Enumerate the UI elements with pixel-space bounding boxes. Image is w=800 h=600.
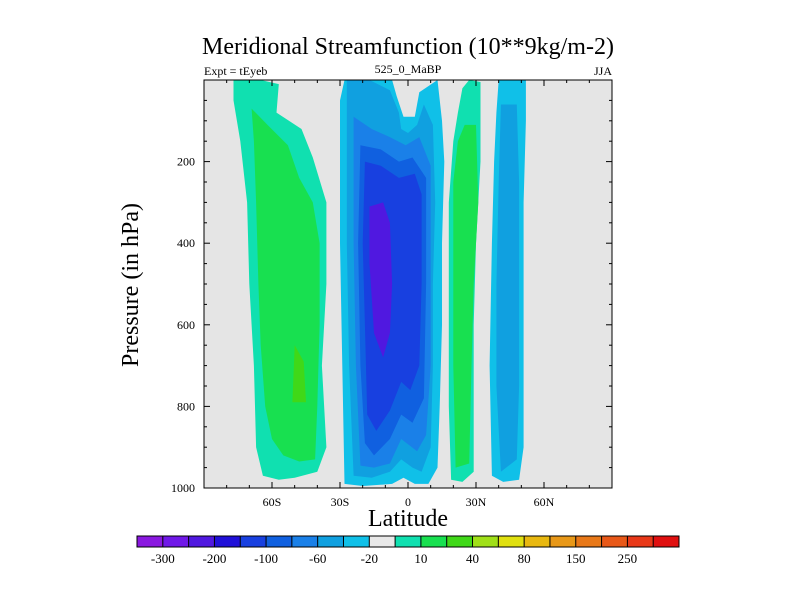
colorbar: -300 -200 -100 -60 -20 10 40 80 150 250 <box>136 535 680 566</box>
colorbar-swatch <box>137 536 164 547</box>
colorbar-label: 40 <box>466 551 479 566</box>
colorbar-swatch <box>343 536 370 547</box>
colorbar-swatch <box>369 536 396 547</box>
y-tick-label: 200 <box>177 155 195 169</box>
colorbar-swatch <box>188 536 215 547</box>
colorbar-swatch <box>240 536 267 547</box>
colorbar-swatch <box>395 536 422 547</box>
colorbar-label: -100 <box>254 551 278 566</box>
colorbar-swatch <box>549 536 577 547</box>
x-tick-label: 60S <box>263 495 282 509</box>
x-tick-label: 60N <box>534 495 555 509</box>
x-tick-label: 30N <box>466 495 487 509</box>
colorbar-label: -60 <box>309 551 326 566</box>
colorbar-label: 150 <box>566 551 586 566</box>
season-label: JJA <box>594 64 612 78</box>
colorbar-swatch <box>266 536 293 547</box>
colorbar-swatch <box>420 536 448 547</box>
colorbar-swatch <box>601 536 628 547</box>
x-tick-label: 30S <box>331 495 350 509</box>
y-tick-label: 400 <box>177 236 195 250</box>
experiment-label: Expt = tEyeb <box>204 64 267 78</box>
colorbar-swatch <box>472 536 499 547</box>
colorbar-label: -300 <box>151 551 175 566</box>
contour-region-sh-positive-cell-max <box>292 345 306 403</box>
colorbar-swatch <box>627 536 654 547</box>
axes: 60S 30S 0 30N 60N 200 400 600 800 1000 <box>171 80 613 509</box>
x-tick-label: 0 <box>405 495 411 509</box>
y-tick-label: 1000 <box>171 481 195 495</box>
chart-title: Meridional Streamfunction (10**9kg/m-2) <box>202 34 614 60</box>
contour-region-nh-positive-cell-inner <box>453 124 479 468</box>
colorbar-frame <box>136 535 680 548</box>
colorbar-swatch <box>291 536 318 547</box>
colorbar-swatch <box>214 536 241 547</box>
colorbar-label: 10 <box>414 551 427 566</box>
y-tick-label: 600 <box>177 318 195 332</box>
time-label: 525_0_MaBP <box>375 62 442 76</box>
colorbar-label: 250 <box>618 551 638 566</box>
colorbar-swatch <box>524 536 551 547</box>
colorbar-swatch <box>653 536 680 547</box>
colorbar-swatch <box>446 536 473 547</box>
y-axis-title: Pressure (in hPa) <box>118 203 144 367</box>
y-tick-label: 800 <box>177 399 195 413</box>
contour-region-nh-negative-cell-inner <box>496 104 520 472</box>
x-axis-title: Latitude <box>368 506 448 532</box>
colorbar-swatch <box>498 536 525 547</box>
colorbar-label: -20 <box>361 551 378 566</box>
contour-fills <box>233 80 526 486</box>
contour-region-hadley-negative-core <box>369 202 393 358</box>
colorbar-swatch <box>317 536 344 547</box>
colorbar-swatch <box>162 536 189 547</box>
colorbar-label: -200 <box>203 551 227 566</box>
colorbar-label: 80 <box>518 551 531 566</box>
colorbar-swatch <box>575 536 602 547</box>
